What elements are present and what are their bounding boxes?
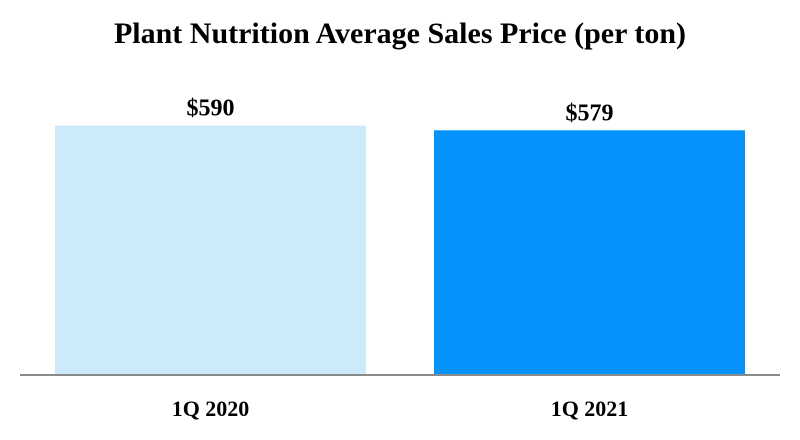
data-label-2: $579 [566, 100, 614, 126]
data-label-1: $590 [187, 96, 235, 122]
labels-group: $590 1Q 2020 $579 1Q 2021 [172, 96, 629, 421]
bar-2 [434, 130, 745, 374]
bars-group [55, 125, 745, 375]
bar-1 [55, 125, 366, 375]
category-label-1: 1Q 2020 [172, 396, 250, 421]
category-label-2: 1Q 2021 [551, 396, 629, 421]
chart-title: Plant Nutrition Average Sales Price (per… [113, 17, 687, 50]
